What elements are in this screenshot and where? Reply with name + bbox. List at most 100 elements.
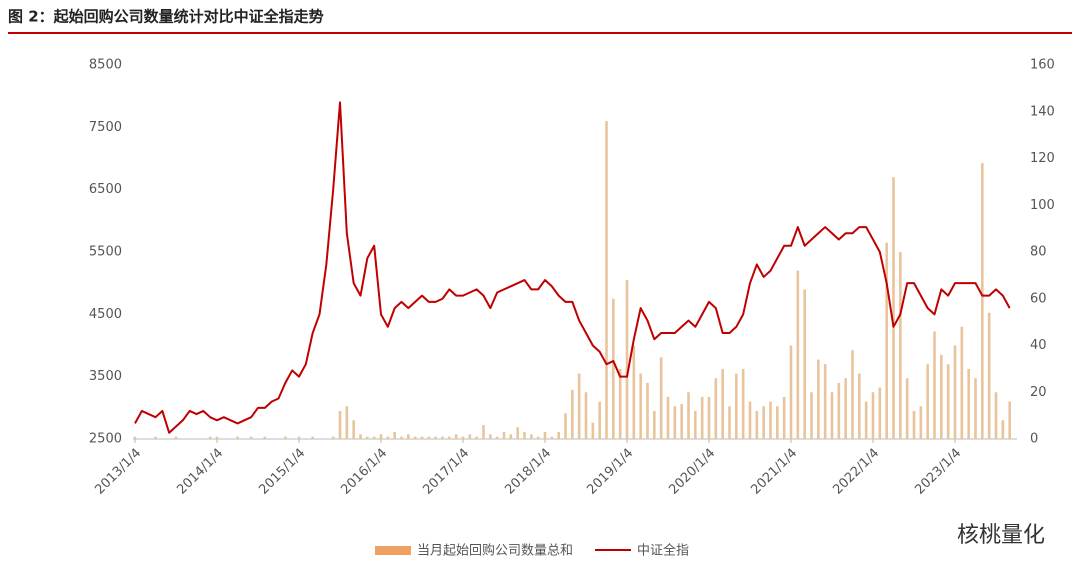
bar (830, 392, 834, 439)
bar (400, 436, 403, 439)
bar (940, 354, 943, 439)
bar (796, 270, 800, 439)
bar (509, 434, 513, 439)
bar (694, 410, 697, 439)
bar (974, 378, 977, 439)
bar (550, 436, 554, 439)
bar (899, 252, 902, 439)
bar (782, 396, 786, 439)
y2-tick-label: 160 (1030, 58, 1055, 73)
bar (236, 436, 239, 439)
bar (646, 382, 649, 439)
bar (448, 436, 451, 439)
bar (557, 431, 560, 439)
bar (345, 406, 349, 439)
bar (735, 373, 738, 439)
bar (871, 392, 875, 439)
legend-label: 当月起始回购公司数量总和 (417, 543, 573, 559)
bar (810, 392, 813, 439)
bar (311, 436, 314, 439)
bar (454, 434, 458, 439)
bar (789, 345, 793, 439)
line (134, 101, 1011, 434)
bar (584, 392, 588, 439)
bar (639, 373, 642, 439)
y-tick-label: 5500 (89, 245, 122, 260)
bar (803, 289, 806, 439)
bar (919, 406, 923, 439)
bar (844, 378, 847, 439)
bar (530, 434, 533, 439)
bar (543, 431, 547, 439)
bar (892, 177, 895, 439)
y2-tick-label: 60 (1030, 291, 1047, 306)
bar (297, 436, 301, 439)
bar (748, 401, 752, 439)
bar (154, 436, 157, 439)
bar (618, 368, 622, 439)
x-tick-label: 2013/1/4 (92, 446, 144, 498)
bar (605, 121, 608, 439)
bar (263, 436, 267, 439)
bar (427, 436, 431, 439)
y-tick-label: 7500 (89, 120, 122, 135)
bar (858, 373, 861, 439)
bar (516, 427, 519, 439)
bar (338, 410, 342, 439)
bar (249, 436, 253, 439)
bar (434, 436, 437, 439)
y2-tick-label: 40 (1030, 338, 1047, 353)
bar (707, 396, 711, 439)
bar (420, 436, 424, 439)
bar (413, 436, 417, 439)
legend-label: 中证全指 (637, 543, 689, 559)
y-tick-label: 4500 (89, 307, 122, 322)
bar (666, 396, 670, 439)
bar (741, 368, 745, 439)
bar (714, 378, 718, 439)
bar (461, 436, 465, 439)
bar (680, 403, 683, 439)
bar (946, 364, 950, 439)
bar (379, 434, 383, 439)
bar (386, 436, 390, 439)
bar (612, 298, 615, 439)
bar (352, 420, 355, 439)
bar (564, 413, 567, 439)
bar (960, 326, 964, 439)
bar (769, 401, 772, 439)
y-tick-label: 2500 (89, 432, 122, 447)
bar (489, 434, 492, 439)
y2-tick-label: 20 (1030, 385, 1047, 400)
x-tick-label: 2022/1/4 (830, 446, 882, 498)
bar (475, 436, 478, 439)
y-tick-label: 8500 (89, 58, 122, 73)
bar (981, 163, 984, 440)
bar (755, 410, 759, 439)
bar (700, 396, 704, 439)
bar (502, 431, 506, 439)
bar (632, 345, 636, 439)
y-tick-label: 6500 (89, 182, 122, 197)
bar (372, 436, 376, 439)
bar (728, 406, 731, 439)
x-tick-label: 2014/1/4 (174, 446, 226, 498)
bar (659, 357, 663, 439)
bar (823, 364, 827, 439)
y-tick-label: 3500 (89, 369, 122, 384)
x-tick-label: 2016/1/4 (338, 446, 390, 498)
bar (536, 436, 540, 439)
x-tick-label: 2021/1/4 (748, 446, 800, 498)
bar (933, 331, 936, 439)
bar (721, 368, 724, 439)
bar (762, 406, 765, 439)
y2-tick-label: 140 (1030, 104, 1055, 119)
bar (1001, 420, 1005, 439)
bar (987, 312, 991, 439)
x-tick-label: 2019/1/4 (584, 446, 636, 498)
bar (912, 410, 916, 439)
bar (598, 401, 601, 439)
bar (653, 410, 656, 439)
bar (441, 436, 444, 439)
